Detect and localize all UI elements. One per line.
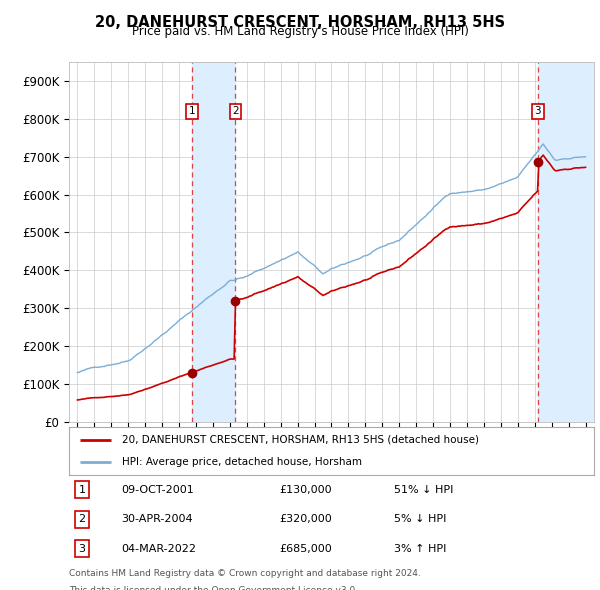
Text: 1: 1 — [189, 106, 196, 116]
Text: £685,000: £685,000 — [279, 544, 332, 553]
Text: 3: 3 — [79, 544, 86, 553]
Text: Contains HM Land Registry data © Crown copyright and database right 2024.: Contains HM Land Registry data © Crown c… — [69, 569, 421, 578]
Text: 04-MAR-2022: 04-MAR-2022 — [121, 544, 197, 553]
Text: This data is licensed under the Open Government Licence v3.0.: This data is licensed under the Open Gov… — [69, 586, 358, 590]
Text: 3: 3 — [534, 106, 541, 116]
Text: 20, DANEHURST CRESCENT, HORSHAM, RH13 5HS: 20, DANEHURST CRESCENT, HORSHAM, RH13 5H… — [95, 15, 505, 30]
Text: 2: 2 — [79, 514, 86, 524]
Text: 51% ↓ HPI: 51% ↓ HPI — [395, 485, 454, 494]
Bar — [538, 62, 594, 422]
Text: 1: 1 — [79, 485, 86, 494]
Text: 09-OCT-2001: 09-OCT-2001 — [121, 485, 194, 494]
Text: Price paid vs. HM Land Registry's House Price Index (HPI): Price paid vs. HM Land Registry's House … — [131, 25, 469, 38]
Text: £320,000: £320,000 — [279, 514, 332, 524]
Text: 3% ↑ HPI: 3% ↑ HPI — [395, 544, 447, 553]
Text: 5% ↓ HPI: 5% ↓ HPI — [395, 514, 447, 524]
Text: 2: 2 — [232, 106, 239, 116]
Text: 30-APR-2004: 30-APR-2004 — [121, 514, 193, 524]
Text: HPI: Average price, detached house, Horsham: HPI: Average price, detached house, Hors… — [121, 457, 361, 467]
Text: £130,000: £130,000 — [279, 485, 332, 494]
Text: 20, DANEHURST CRESCENT, HORSHAM, RH13 5HS (detached house): 20, DANEHURST CRESCENT, HORSHAM, RH13 5H… — [121, 435, 479, 445]
Bar — [192, 62, 235, 422]
